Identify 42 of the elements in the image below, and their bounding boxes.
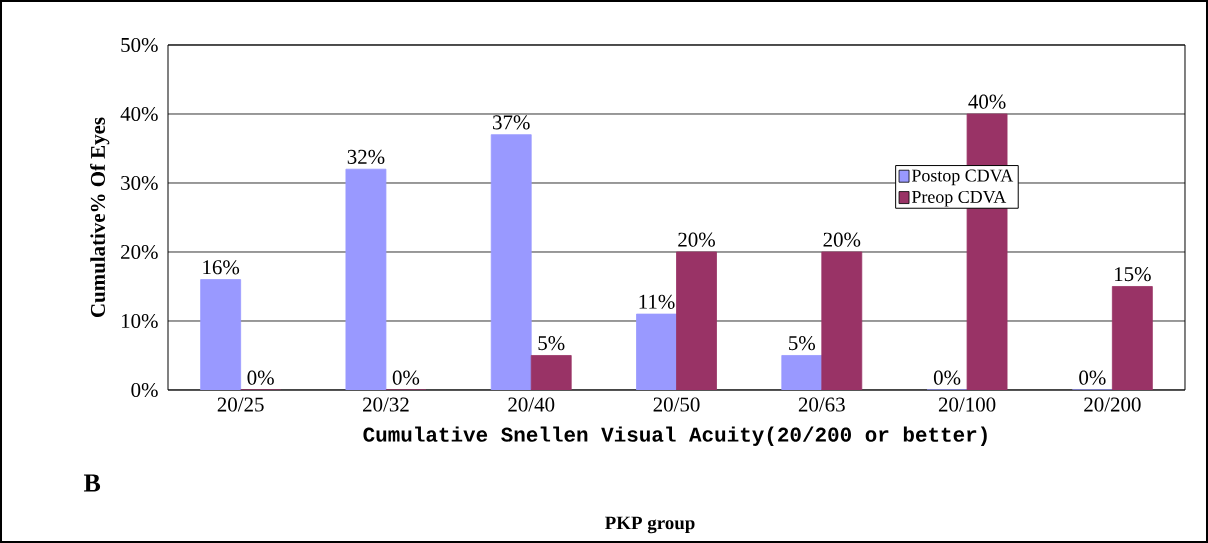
bar: [1111, 286, 1153, 390]
x-tick-label: 20/200: [1084, 397, 1141, 412]
bar: [200, 279, 242, 390]
bar: [821, 251, 863, 390]
x-tick-label: 20/100: [938, 397, 996, 412]
data-label: 40%: [968, 94, 1006, 109]
bar: [636, 313, 677, 390]
bar: [781, 355, 823, 390]
data-label: 37%: [493, 115, 530, 130]
x-tick-label: 20/50: [653, 397, 700, 412]
bar: [676, 251, 717, 390]
y-tick-label: 30%: [121, 175, 158, 191]
data-label: 20%: [823, 232, 861, 247]
x-tick-label: 20/63: [798, 397, 845, 412]
bar: [490, 134, 532, 390]
data-label: 32%: [347, 149, 385, 164]
data-label: 0%: [933, 370, 961, 385]
y-tick-label: 50%: [121, 37, 158, 53]
x-tick-label: 20/25: [217, 397, 264, 412]
data-label: 0%: [392, 370, 420, 385]
data-label: 15%: [1115, 267, 1151, 282]
data-label: 0%: [1079, 370, 1106, 385]
legend-label: Postop CDVA: [911, 169, 1014, 186]
data-label: 5%: [789, 336, 816, 351]
text: PKP group: [605, 516, 695, 534]
y-tick-label: 0%: [131, 382, 158, 398]
y-tick-label: 10%: [121, 313, 158, 329]
bar: [530, 355, 572, 390]
data-label: 11%: [639, 294, 675, 309]
data-label: 20%: [678, 232, 715, 247]
x-tick-label: 20/40: [508, 397, 555, 412]
y-axis-title: Cumulative% Of Eyes: [90, 117, 110, 318]
x-tick-label: 20/32: [363, 397, 409, 412]
x-axis-title: Cumulative Snellen Visual Acuity(20/200 or better): [363, 426, 987, 446]
data-label: 5%: [538, 336, 565, 351]
y-tick-label: 40%: [120, 106, 158, 122]
bar: [345, 168, 387, 390]
data-label: 0%: [247, 370, 274, 385]
data-label: 16%: [203, 260, 240, 275]
text: B: [83, 474, 101, 492]
y-tick-label: 20%: [121, 244, 158, 260]
legend-label: Preop CDVA: [911, 190, 1007, 207]
